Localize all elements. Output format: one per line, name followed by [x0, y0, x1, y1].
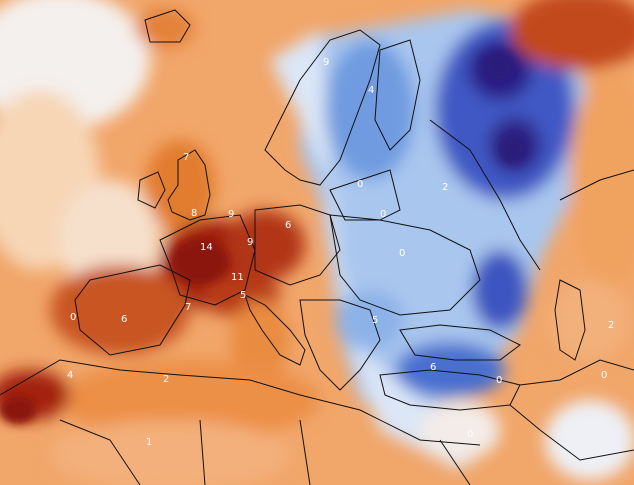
cold-scandinavia	[325, 40, 415, 180]
iberia-coast	[74, 264, 191, 356]
iceland-coast	[144, 9, 191, 43]
warm-italy	[230, 300, 290, 380]
hot-core-morocco	[0, 396, 36, 424]
value-label-baltic: 0	[357, 179, 363, 190]
value-label-balkans: 5	[372, 315, 378, 326]
cold-black-sea	[395, 342, 505, 398]
warm-urals	[570, 70, 634, 290]
hot-germany	[225, 210, 305, 280]
value-label-caspian: 0	[601, 370, 607, 381]
ireland-coast	[137, 171, 166, 209]
france-outline	[159, 214, 256, 306]
north-africa-coast	[0, 359, 481, 446]
borders	[0, 9, 634, 485]
value-label-poland: 0	[380, 209, 386, 220]
value-label-britain-north: 7	[183, 152, 189, 163]
value-label-finland: 4	[368, 85, 374, 96]
russia-borders	[429, 119, 634, 271]
scandinavia-coast	[264, 29, 381, 186]
extremes	[0, 51, 527, 424]
warm-northeast	[510, 0, 634, 70]
hot-core-france	[172, 240, 228, 284]
baltic-states	[329, 169, 401, 221]
africa-borders	[59, 419, 471, 485]
cold-balkans	[335, 290, 405, 350]
cold-core-deep	[482, 51, 514, 79]
pale-mideast	[545, 400, 634, 480]
caspian	[554, 279, 586, 361]
warm-caucasus	[550, 280, 630, 360]
value-label-alps: 11	[231, 272, 244, 283]
value-label-sahara: 1	[146, 437, 152, 448]
value-label-black-sea: 6	[430, 362, 436, 373]
warm-iberia	[50, 265, 190, 355]
value-label-iberia-west: 0	[70, 312, 76, 323]
warm-britain	[145, 140, 215, 230]
value-label-turkey: 0	[496, 375, 502, 386]
warm-sahara	[50, 420, 290, 485]
value-label-france: 14	[200, 242, 213, 253]
value-label-ukraine: 0	[399, 248, 405, 259]
warm-nafrica	[60, 360, 320, 440]
value-label-levant: 0	[467, 429, 473, 440]
value-labels: 7 8 9 14 9 6 11 5 7 0 6 4 2 1 9 4 2 0 0 0 5 6 0 2 0 0	[67, 57, 614, 448]
value-label-caucasus: 2	[608, 320, 614, 331]
value-label-russia-west: 2	[442, 182, 448, 193]
pale-levant	[420, 400, 500, 460]
value-label-iberia: 6	[121, 314, 127, 325]
poland-ukraine	[329, 214, 481, 316]
cold-ukraine	[472, 250, 528, 330]
value-label-morocco: 4	[67, 370, 73, 381]
britain-coast	[167, 149, 211, 221]
italy-outline	[244, 294, 306, 366]
finland-coast	[374, 39, 421, 151]
value-label-germany-east: 6	[285, 220, 291, 231]
cool-fringe	[270, 30, 500, 470]
value-label-britain-south: 8	[191, 208, 197, 219]
black-sea	[399, 324, 521, 361]
value-label-algeria: 2	[163, 374, 169, 385]
value-label-scandinavia: 9	[323, 57, 329, 68]
value-label-italy-north: 5	[240, 290, 246, 301]
balkans	[299, 299, 381, 391]
mideast-borders	[509, 359, 634, 461]
value-label-north-sea: 9	[228, 209, 234, 220]
central-europe	[254, 204, 341, 286]
value-label-france-south: 7	[185, 302, 191, 313]
cold-core-deep-2	[499, 136, 527, 164]
value-label-germany-west: 9	[247, 237, 253, 248]
